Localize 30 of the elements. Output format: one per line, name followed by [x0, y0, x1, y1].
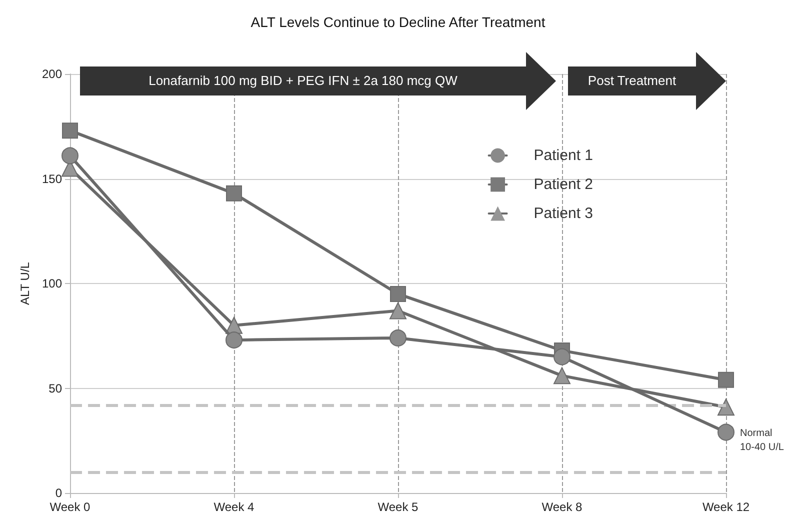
chart-title: ALT Levels Continue to Decline After Treatment — [250, 14, 546, 30]
point — [554, 348, 570, 366]
y-axis-title: ALT U/L — [18, 262, 32, 305]
x-tick-label: Week 8 — [542, 500, 583, 514]
band-label: Lonafarnib 100 mg BID + PEG IFN ± 2a 180 mcg QW — [148, 72, 458, 90]
y-tick-label: 200 — [42, 67, 62, 81]
y-tick-label: 50 — [48, 381, 62, 396]
legend-label: Patient 2 — [534, 176, 594, 193]
x-tick-label: Week 5 — [378, 500, 419, 514]
point — [62, 122, 78, 139]
annotation: Normal 10-40 U/L — [740, 428, 784, 454]
point — [718, 398, 734, 416]
y-tick-label: 0 — [55, 486, 62, 500]
point — [718, 424, 734, 441]
x-tick-label: Week 12 — [702, 500, 750, 514]
point — [390, 302, 406, 320]
y-tick-label: 100 — [42, 276, 62, 290]
x-tick-label: Week 4 — [214, 500, 255, 514]
y-tick-label: 150 — [42, 172, 62, 186]
legend-label: Patient 1 — [534, 147, 594, 164]
point — [226, 332, 242, 349]
point — [554, 367, 570, 384]
point — [62, 147, 78, 164]
point — [226, 185, 242, 202]
legend-label: Patient 3 — [534, 205, 594, 222]
point — [718, 372, 734, 388]
point — [390, 286, 406, 302]
x-tick-label: Week 0 — [50, 500, 91, 514]
point — [390, 329, 406, 346]
band-label: Post Treatment — [586, 72, 678, 90]
